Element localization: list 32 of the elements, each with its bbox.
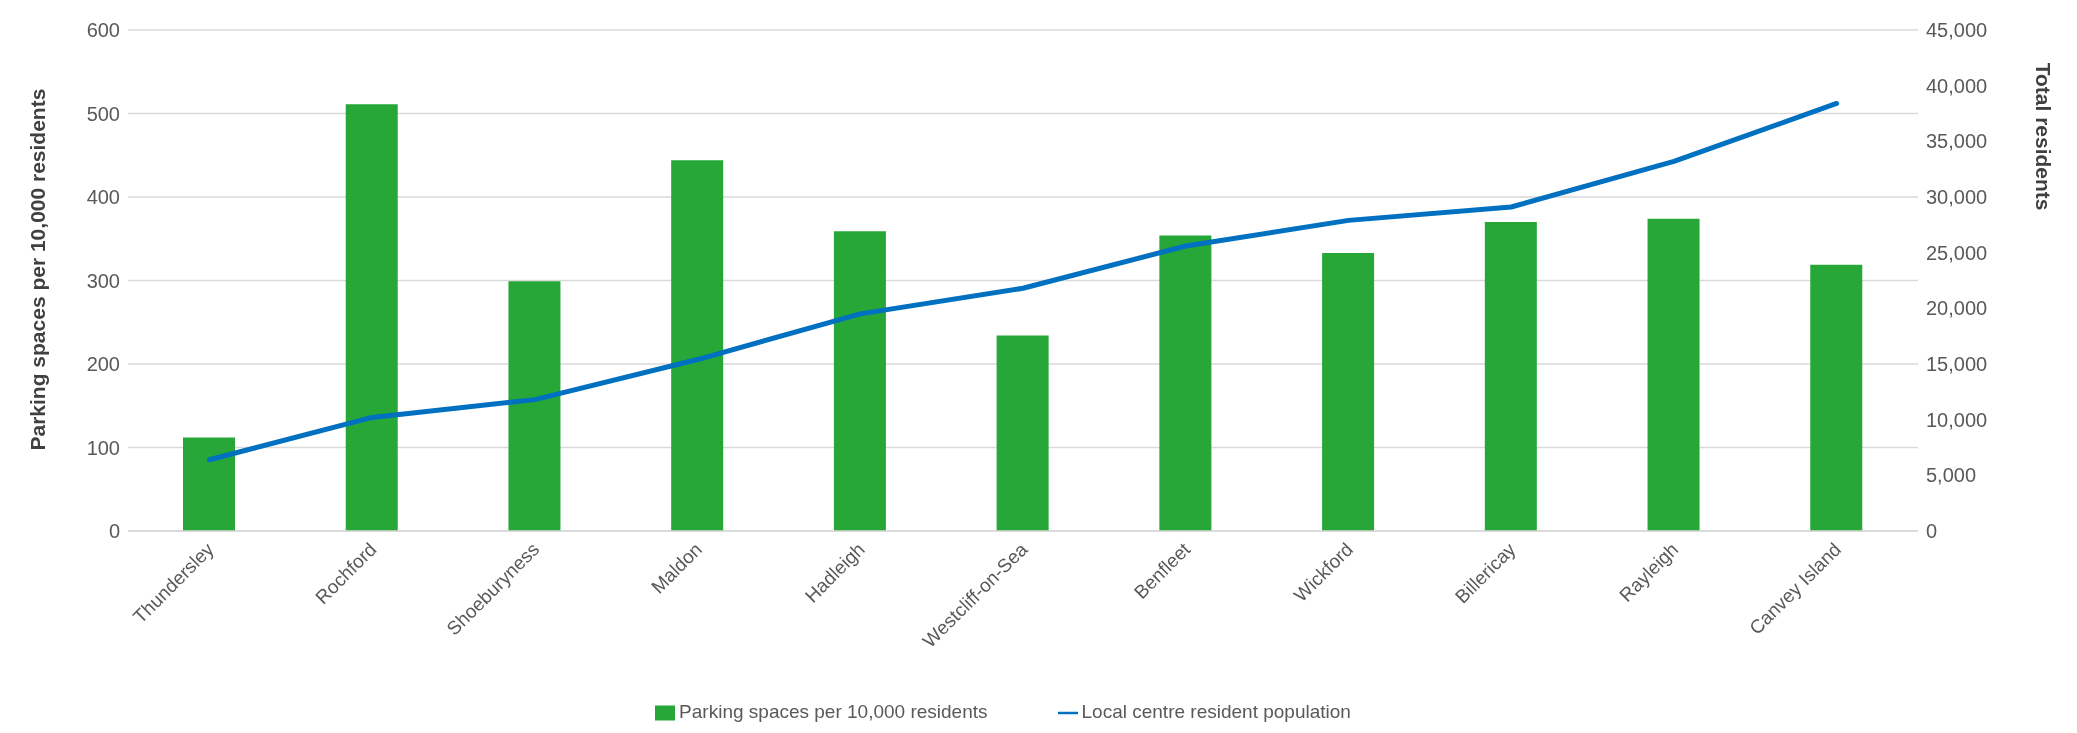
bar xyxy=(1647,218,1700,531)
y-tick-label: 500 xyxy=(86,102,120,125)
y2-tick-label: 15,000 xyxy=(1926,353,1988,376)
bar xyxy=(345,104,398,531)
y2-tick-label: 10,000 xyxy=(1926,408,1988,431)
bar xyxy=(508,281,561,531)
bar xyxy=(1484,222,1537,531)
legend-label: Parking spaces per 10,000 residents xyxy=(679,701,988,722)
bar xyxy=(996,335,1049,531)
y-tick-label: 600 xyxy=(86,19,120,42)
legend-label: Local centre resident population xyxy=(1081,701,1351,722)
y-tick-label: 100 xyxy=(86,436,120,459)
bar xyxy=(833,231,886,531)
y2-tick-label: 25,000 xyxy=(1926,241,1988,264)
bar xyxy=(1159,235,1212,531)
y2-tick-label: 45,000 xyxy=(1926,19,1988,42)
y2-tick-label: 30,000 xyxy=(1926,186,1988,209)
y2-tick-label: 35,000 xyxy=(1926,130,1988,153)
y-tick-label: 300 xyxy=(86,269,120,292)
y2-tick-label: 0 xyxy=(1926,520,1938,543)
bar xyxy=(183,437,235,531)
y-tick-label: 0 xyxy=(108,520,120,543)
y2-tick-label: 40,000 xyxy=(1926,74,1988,97)
y-tick-label: 200 xyxy=(86,353,120,376)
y2-tick-label: 5,000 xyxy=(1926,464,1977,487)
bar xyxy=(1810,264,1863,531)
y-tick-label: 400 xyxy=(86,186,120,209)
y2-axis-title: Total residents xyxy=(2031,62,2055,211)
y-axis-title: Parking spaces per 10,000 residents xyxy=(26,88,50,451)
bar xyxy=(1322,252,1375,531)
bar xyxy=(671,160,724,531)
y2-tick-label: 20,000 xyxy=(1926,297,1988,320)
